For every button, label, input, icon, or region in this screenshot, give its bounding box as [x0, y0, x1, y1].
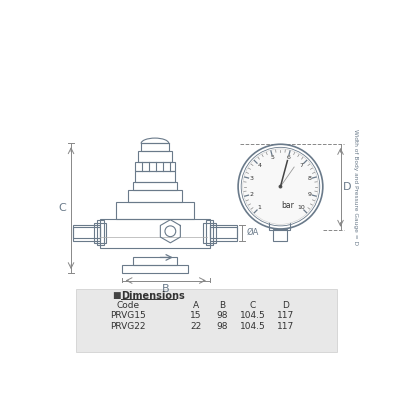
Text: B: B — [219, 302, 225, 310]
Text: 22: 22 — [190, 322, 201, 331]
Text: D: D — [343, 182, 351, 192]
Bar — [76, 289, 338, 352]
Text: A: A — [193, 302, 199, 310]
Text: Code: Code — [116, 302, 140, 310]
Text: 98: 98 — [216, 312, 228, 320]
Bar — [138, 151, 172, 162]
Bar — [116, 202, 194, 219]
Text: C: C — [58, 203, 66, 213]
Text: Dimensions: Dimensions — [121, 291, 185, 301]
Circle shape — [243, 149, 318, 224]
Text: 10: 10 — [298, 205, 306, 210]
Text: 117: 117 — [277, 312, 294, 320]
Bar — [133, 258, 176, 265]
Text: 7: 7 — [300, 163, 304, 168]
Text: ØA: ØA — [246, 228, 259, 237]
Bar — [141, 144, 169, 151]
Text: 98: 98 — [216, 322, 228, 331]
Text: D: D — [282, 302, 289, 310]
Bar — [94, 223, 106, 243]
Text: 117: 117 — [277, 322, 294, 331]
Text: 104.5: 104.5 — [240, 322, 266, 331]
Bar — [135, 162, 175, 171]
Text: 9: 9 — [308, 192, 312, 197]
Bar — [210, 228, 237, 238]
Text: 6: 6 — [286, 155, 290, 160]
Text: PRVG22: PRVG22 — [110, 322, 146, 331]
Text: bar: bar — [282, 200, 294, 210]
Text: 5: 5 — [271, 155, 275, 160]
Text: 1: 1 — [257, 205, 261, 210]
Text: 4: 4 — [257, 163, 261, 168]
Text: 8: 8 — [308, 176, 312, 181]
Bar — [273, 229, 287, 241]
Bar — [206, 220, 213, 245]
Bar — [100, 219, 210, 248]
Text: 2: 2 — [250, 192, 254, 197]
Text: 15: 15 — [190, 312, 202, 320]
Text: B: B — [162, 284, 170, 294]
Text: ■: ■ — [113, 292, 121, 300]
Circle shape — [278, 185, 282, 188]
Bar — [133, 182, 177, 190]
Text: 3: 3 — [250, 176, 254, 181]
Bar — [135, 171, 175, 182]
Text: C: C — [250, 302, 256, 310]
Text: PRVG15: PRVG15 — [110, 312, 146, 320]
Bar — [72, 228, 100, 238]
Bar — [72, 225, 100, 240]
Text: Width of Body and Pressure Gauge = D: Width of Body and Pressure Gauge = D — [354, 129, 358, 245]
Bar — [128, 190, 182, 202]
Bar — [204, 223, 216, 243]
Bar — [269, 220, 290, 230]
Bar — [122, 265, 188, 273]
Bar — [97, 220, 104, 245]
Text: 104.5: 104.5 — [240, 312, 266, 320]
Bar — [210, 225, 237, 240]
